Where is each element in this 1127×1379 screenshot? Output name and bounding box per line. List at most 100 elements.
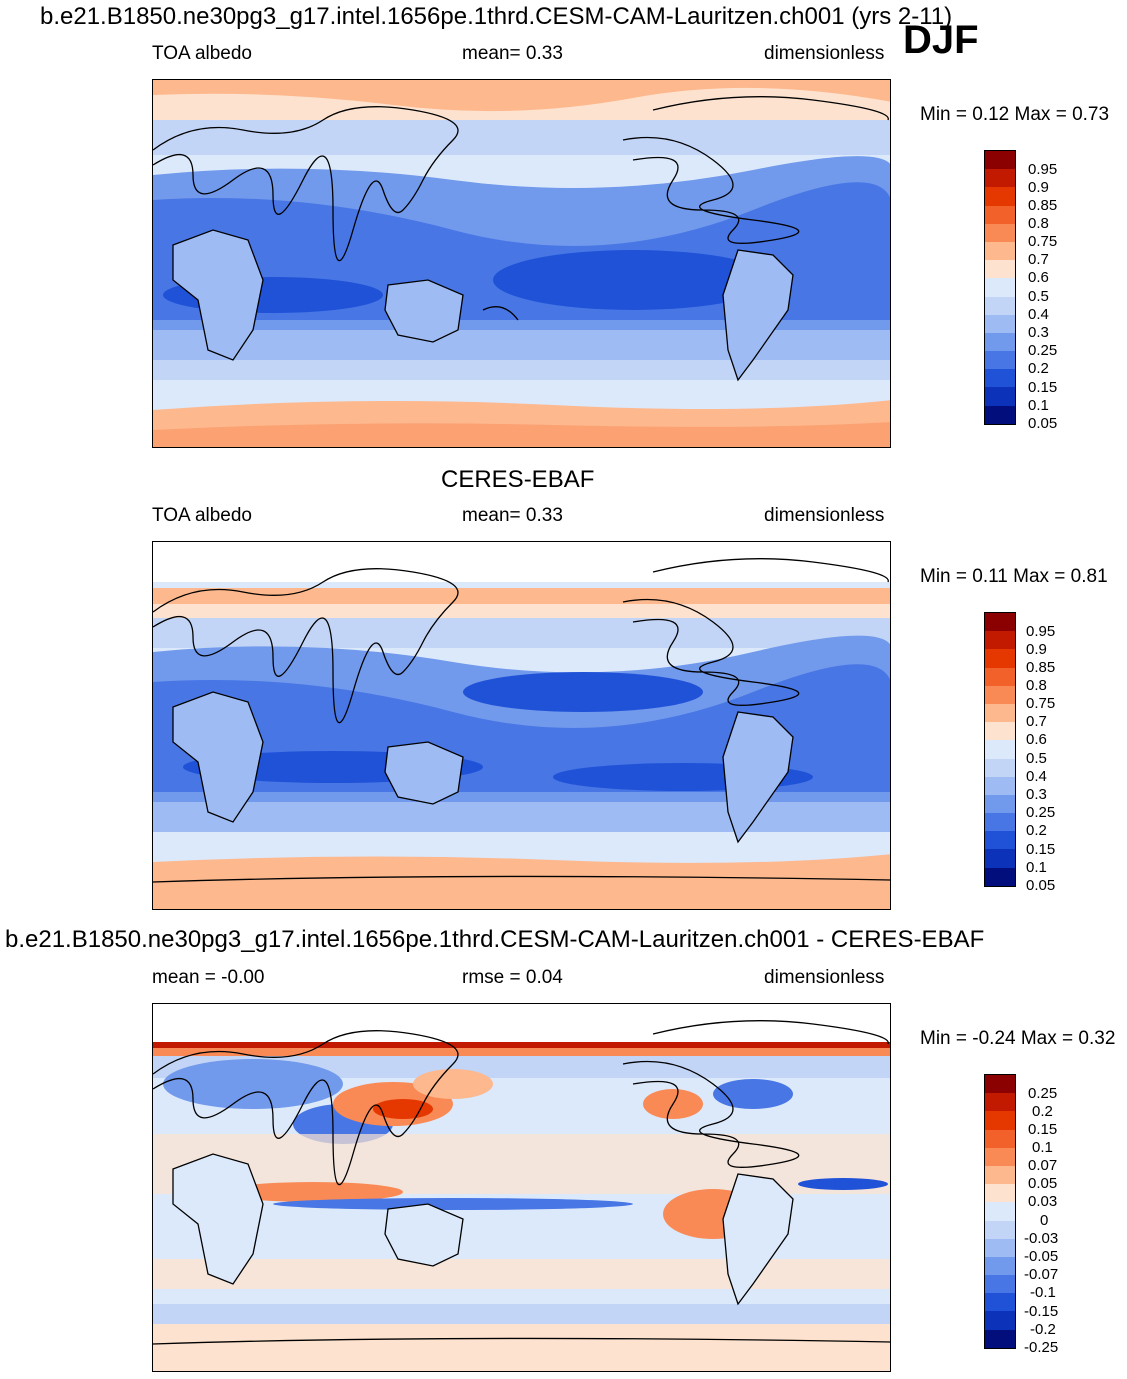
cbar-tick: 0.05 <box>1026 877 1056 894</box>
cbar-tick: 0.95 <box>1026 623 1056 640</box>
cbar-tick: 0.8 <box>1026 677 1047 694</box>
cbar-swatch <box>985 387 1015 406</box>
cbar-swatch <box>985 776 1015 795</box>
cbar-tick: 0.25 <box>1028 342 1058 359</box>
cbar-tick: -0.05 <box>1024 1248 1059 1265</box>
panel3-colorbar <box>984 1074 1016 1349</box>
cbar-swatch <box>985 187 1015 206</box>
panel3-rmse: rmse = 0.04 <box>462 967 563 988</box>
cbar-tick: 0.75 <box>1026 695 1056 712</box>
cbar-swatch <box>985 1075 1015 1094</box>
cbar-tick: 0.15 <box>1028 379 1058 396</box>
panel2-minmax: Min = 0.11 Max = 0.81 <box>920 566 1108 587</box>
cbar-tick: -0.03 <box>1024 1230 1059 1247</box>
cbar-swatch <box>985 151 1015 170</box>
cbar-tick: -0.25 <box>1024 1339 1059 1356</box>
cbar-tick: 0.7 <box>1028 251 1049 268</box>
panel1-minmax: Min = 0.12 Max = 0.73 <box>920 104 1110 125</box>
cbar-tick: 0.85 <box>1028 197 1058 214</box>
cbar-swatch <box>985 241 1015 261</box>
cbar-swatch <box>985 169 1015 188</box>
cbar-swatch <box>985 332 1015 352</box>
panel3-map <box>152 1003 891 1372</box>
cbar-swatch <box>985 1093 1015 1112</box>
cbar-swatch <box>985 1111 1015 1130</box>
panel1-mean: mean= 0.33 <box>462 43 563 64</box>
panel2-map <box>152 541 891 910</box>
cbar-swatch <box>985 1256 1015 1276</box>
cbar-swatch <box>985 1293 1015 1312</box>
cbar-tick: 0.3 <box>1028 324 1049 341</box>
cbar-tick: 0.03 <box>1028 1193 1058 1210</box>
cbar-swatch <box>985 278 1015 297</box>
cbar-tick: 0.4 <box>1026 768 1047 785</box>
cbar-swatch <box>985 314 1015 333</box>
cbar-tick: 0.8 <box>1028 215 1049 232</box>
cbar-swatch <box>985 685 1015 704</box>
cbar-tick: 0.2 <box>1026 822 1047 839</box>
cbar-swatch <box>985 1238 1015 1257</box>
panel1-colorbar <box>984 150 1016 425</box>
cbar-tick: 0.75 <box>1028 233 1058 250</box>
cbar-tick: 0.25 <box>1028 1085 1058 1102</box>
cbar-tick: 0.25 <box>1026 804 1056 821</box>
cbar-swatch <box>985 758 1015 777</box>
cbar-swatch <box>985 260 1015 279</box>
cbar-swatch <box>985 649 1015 668</box>
cbar-tick: 0.95 <box>1028 161 1058 178</box>
cbar-tick: -0.1 <box>1030 1284 1056 1301</box>
panel2-colorbar <box>984 612 1016 887</box>
cbar-tick: 0.15 <box>1028 1121 1058 1138</box>
cbar-swatch <box>985 1165 1015 1185</box>
cbar-tick: 0.05 <box>1028 415 1058 432</box>
cbar-swatch <box>985 296 1015 315</box>
cbar-tick: 0.1 <box>1032 1139 1053 1156</box>
cbar-tick: 0.05 <box>1028 1175 1058 1192</box>
cbar-swatch <box>985 1311 1015 1330</box>
cbar-tick: 0.9 <box>1028 179 1049 196</box>
cbar-swatch <box>985 1329 1015 1348</box>
cbar-swatch <box>985 369 1015 388</box>
cbar-tick: 0.85 <box>1026 659 1056 676</box>
cbar-swatch <box>985 1147 1015 1166</box>
panel3-units: dimensionless <box>764 967 885 988</box>
cbar-swatch <box>985 1184 1015 1203</box>
cbar-swatch <box>985 703 1015 723</box>
panel1-variable: TOA albedo <box>152 43 253 64</box>
cbar-swatch <box>985 223 1015 242</box>
cbar-swatch <box>985 1220 1015 1239</box>
cbar-swatch <box>985 667 1015 686</box>
cbar-tick: 0.5 <box>1028 288 1049 305</box>
cbar-swatch <box>985 1129 1015 1148</box>
cbar-tick: -0.15 <box>1024 1303 1059 1320</box>
cbar-swatch <box>985 613 1015 632</box>
cbar-tick: 0 <box>1040 1212 1049 1229</box>
season-label: DJF <box>903 18 979 62</box>
cbar-swatch <box>985 205 1015 224</box>
cbar-tick: -0.2 <box>1030 1321 1056 1338</box>
cbar-swatch <box>985 631 1015 650</box>
panel3-title: b.e21.B1850.ne30pg3_g17.intel.1656pe.1th… <box>5 926 985 953</box>
cbar-tick: 0.2 <box>1032 1103 1053 1120</box>
panel1-units: dimensionless <box>764 43 885 64</box>
cbar-swatch <box>985 1202 1015 1221</box>
panel3-minmax: Min = -0.24 Max = 0.32 <box>920 1028 1116 1049</box>
cbar-swatch <box>985 1275 1015 1294</box>
cbar-tick: 0.5 <box>1026 750 1047 767</box>
cbar-tick: -0.07 <box>1024 1266 1059 1283</box>
panel1-map <box>152 79 891 448</box>
cbar-swatch <box>985 740 1015 759</box>
cbar-tick: 0.6 <box>1028 269 1049 286</box>
cbar-tick: 0.07 <box>1028 1157 1058 1174</box>
panel1-title: b.e21.B1850.ne30pg3_g17.intel.1656pe.1th… <box>40 3 953 30</box>
panel2-title: CERES-EBAF <box>441 466 595 493</box>
panel2-mean: mean= 0.33 <box>462 505 563 526</box>
panel3-mean: mean = -0.00 <box>152 967 265 988</box>
cbar-tick: 0.1 <box>1026 859 1047 876</box>
cbar-tick: 0.3 <box>1026 786 1047 803</box>
cbar-swatch <box>985 867 1015 886</box>
cbar-swatch <box>985 405 1015 424</box>
cbar-tick: 0.7 <box>1026 713 1047 730</box>
cbar-tick: 0.9 <box>1026 641 1047 658</box>
cbar-tick: 0.4 <box>1028 306 1049 323</box>
